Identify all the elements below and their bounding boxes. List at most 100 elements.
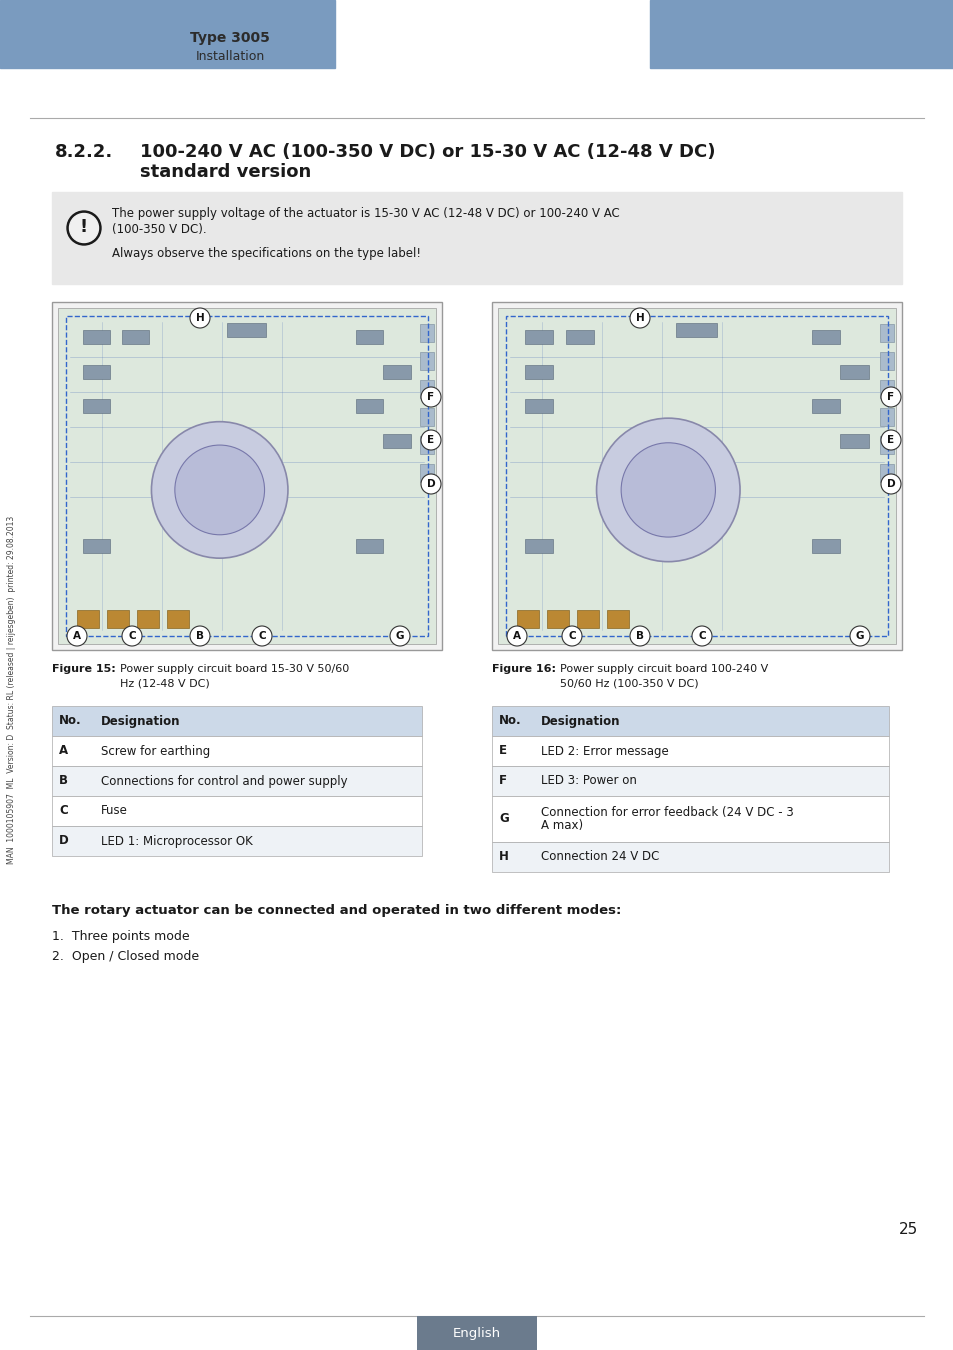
Text: English: English (453, 1327, 500, 1339)
Bar (492, 796, 888, 842)
Circle shape (506, 626, 526, 647)
Text: A: A (59, 744, 68, 757)
Bar (707, 14, 711, 18)
Circle shape (620, 443, 715, 537)
Text: E: E (427, 435, 435, 446)
Text: 1.  Three points mode: 1. Three points mode (52, 930, 190, 944)
Text: H: H (195, 313, 204, 323)
Bar (879, 352, 893, 370)
Text: Figure 16:: Figure 16: (492, 664, 556, 674)
Text: E: E (886, 435, 894, 446)
Circle shape (67, 626, 87, 647)
Bar (77, 610, 99, 628)
Bar (52, 826, 421, 856)
Text: C: C (59, 805, 68, 818)
Circle shape (561, 626, 581, 647)
Bar (649, 0, 953, 68)
Text: Power supply circuit board 15-30 V 50/60: Power supply circuit board 15-30 V 50/60 (120, 664, 349, 674)
Bar (58, 308, 436, 644)
Bar (52, 706, 421, 736)
Bar (83, 400, 111, 413)
Bar (355, 400, 383, 413)
Bar (505, 316, 887, 636)
Text: 100-240 V AC (100-350 V DC) or 15-30 V AC (12-48 V DC): 100-240 V AC (100-350 V DC) or 15-30 V A… (140, 143, 715, 161)
Bar (676, 323, 717, 336)
Bar (492, 842, 888, 872)
Bar (355, 329, 383, 344)
Circle shape (880, 431, 900, 450)
Text: Type 3005: Type 3005 (190, 31, 270, 45)
Text: 2.  Open / Closed mode: 2. Open / Closed mode (52, 950, 199, 963)
Bar (524, 364, 553, 378)
Text: bürkert: bürkert (704, 26, 815, 51)
Text: C: C (568, 630, 576, 641)
Text: 25: 25 (898, 1222, 917, 1237)
Text: FLUID CONTROL SYSTEMS: FLUID CONTROL SYSTEMS (710, 53, 808, 62)
Bar (419, 436, 434, 454)
Text: H: H (498, 850, 508, 864)
Text: (100-350 V DC).: (100-350 V DC). (112, 223, 207, 235)
Bar (419, 408, 434, 427)
Bar (167, 610, 189, 628)
Bar (52, 302, 441, 649)
Text: LED 1: Microprocessor OK: LED 1: Microprocessor OK (101, 834, 253, 848)
Text: Figure 15:: Figure 15: (52, 664, 115, 674)
Text: The power supply voltage of the actuator is 15-30 V AC (12-48 V DC) or 100-240 V: The power supply voltage of the actuator… (112, 207, 619, 220)
Bar (565, 329, 594, 344)
Text: H: H (635, 313, 643, 323)
Bar (811, 400, 840, 413)
Text: Hz (12-48 V DC): Hz (12-48 V DC) (120, 678, 210, 688)
Bar (879, 408, 893, 427)
Circle shape (190, 308, 210, 328)
Circle shape (67, 211, 101, 244)
Text: A: A (73, 630, 81, 641)
Bar (879, 324, 893, 342)
Bar (497, 308, 895, 644)
Text: A max): A max) (540, 819, 582, 833)
Text: D: D (885, 479, 894, 489)
Bar (811, 329, 840, 344)
Bar (606, 610, 628, 628)
Circle shape (629, 308, 649, 328)
Text: LED 3: Power on: LED 3: Power on (540, 775, 637, 787)
Bar (383, 435, 411, 448)
Text: C: C (258, 630, 266, 641)
Text: standard version: standard version (140, 163, 311, 181)
Bar (52, 796, 421, 826)
Bar (419, 352, 434, 370)
Bar (811, 539, 840, 552)
Bar (524, 400, 553, 413)
Bar (83, 364, 111, 378)
Circle shape (152, 421, 288, 558)
Text: 8.2.2.: 8.2.2. (55, 143, 113, 161)
Bar (840, 435, 868, 448)
Text: F: F (427, 392, 435, 402)
Text: D: D (59, 834, 69, 848)
Bar (721, 14, 725, 18)
Circle shape (880, 474, 900, 494)
Bar (492, 302, 901, 649)
Bar (840, 364, 868, 378)
Text: No.: No. (498, 714, 521, 728)
Bar (492, 736, 888, 765)
Circle shape (70, 213, 98, 243)
Bar (879, 436, 893, 454)
Bar (0, 0, 335, 68)
Bar (52, 192, 901, 284)
Bar (66, 316, 428, 636)
Bar (227, 323, 266, 336)
Text: C: C (698, 630, 705, 641)
Bar (419, 324, 434, 342)
Text: C: C (128, 630, 135, 641)
Circle shape (629, 626, 649, 647)
Text: F: F (886, 392, 894, 402)
Text: B: B (59, 775, 68, 787)
Text: No.: No. (59, 714, 82, 728)
Bar (879, 464, 893, 482)
Text: Always observe the specifications on the type label!: Always observe the specifications on the… (112, 247, 420, 261)
Circle shape (420, 431, 440, 450)
Bar (122, 329, 150, 344)
Circle shape (849, 626, 869, 647)
Circle shape (190, 626, 210, 647)
Circle shape (596, 418, 740, 562)
